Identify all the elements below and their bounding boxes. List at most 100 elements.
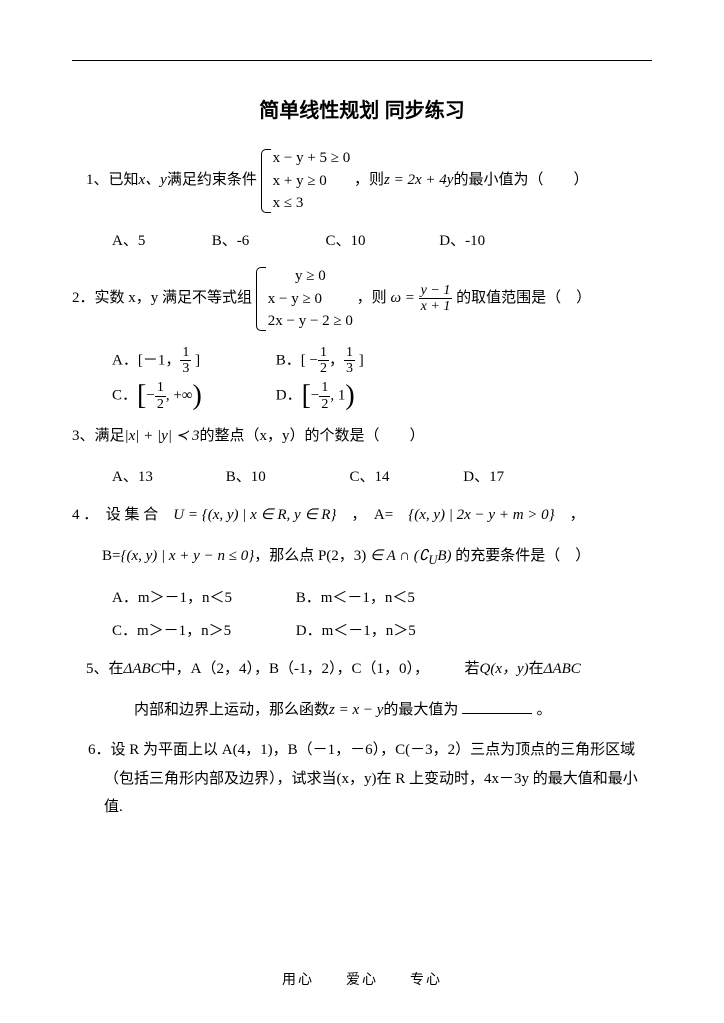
q2-b-mid: ， [329,352,344,368]
big-rparen2: ) [345,380,354,411]
q2-c-num: 1 [155,380,166,395]
q2-d-frac: 12 [319,380,330,412]
q2-frac-den: x + 1 [419,298,453,314]
q2-a-den: 3 [180,360,191,376]
q1-text1: 满足约束条件 [167,172,257,188]
q5-expr: z = x − y [329,702,383,718]
top-rule [72,60,652,61]
q4-l2a: B= [102,548,120,564]
q5-l2c: 。 [536,702,551,718]
q5-l1b: 中，A（2，4），B（-1，2），C（1，0）， [161,661,429,677]
q5-Q: Q(x，y) [480,661,529,677]
q4-l2b: ，那么点 P(2，3) [254,548,370,564]
q2-a-close: ] [191,352,200,368]
q2-b2-num: 1 [344,345,355,360]
q3-opt-b: B、10 [226,463,346,492]
question-3: 3、满足|x| + |y| ≺ 3的整点（x，y）的个数是（ ） [72,422,652,451]
q5-l1c: 若 [465,661,480,677]
q2-d-den: 2 [319,396,330,412]
q2-d-num: 1 [319,380,330,395]
q2-frac: y − 1 x + 1 [419,283,453,315]
q4-l1c: ， [555,507,585,523]
q2-options-row2: C．[−12, +∞) D．[−12, 1) [112,380,652,412]
big-rparen: ) [192,380,201,411]
answer-blank [462,713,532,714]
page: 简单线性规划 同步练习 1、已知x、y满足约束条件 x − y + 5 ≥ 0 … [0,0,724,1023]
q2-c-label: C． [112,388,137,404]
q2-system: y ≥ 0 x − y ≥ 0 2x − y − 2 ≥ 0 [256,265,353,333]
q2-b-frac2: 13 [344,345,355,377]
q2-omega: ω = [390,290,414,306]
q2-d-label: D． [276,388,302,404]
q3-b: 的整点（x，y）的个数是（ ） [200,428,425,444]
q2-text1: ，则 [357,290,387,306]
q2-opt-b: B．[ −12，13 ] [276,345,364,377]
q2-a-num: 1 [180,345,191,360]
q4-setB: {(x, y) | x + y − n ≤ 0} [120,548,254,564]
q1-opt-c: C、10 [326,227,436,256]
q4-options: A．m＞－1，n＜5 B．m＜－1，n＜5 C．m＞－1，n＞5 D．m＜－1，… [112,584,652,645]
question-6: 6．设 R 为平面上以 A(4，1)，B（－1，－6），C(－3，2）三点为顶点… [88,736,652,822]
q5-l2b: 的最大值为 [383,702,458,718]
question-4-line2: B={(x, y) | x + y − n ≤ 0}，那么点 P(2，3) ∈ … [102,542,652,573]
big-lbracket2: [ [302,380,311,411]
q5-l2a: 内部和边界上运动，那么函数 [134,702,329,718]
q2-a-label: A．[－1， [112,352,180,368]
q4-opt-a: A．m＞－1，n＜5 [112,584,292,613]
q2-sys-row2: x − y ≥ 0 [268,288,353,311]
q5-l1a: 5、在 [86,661,124,677]
q3-options: A、13 B、10 C、14 D、17 [112,463,652,492]
q2-text2: 的取值范围是（ ） [456,290,591,306]
q3-opt-a: A、13 [112,463,222,492]
q3-a: 3、满足 [72,428,125,444]
q2-opt-d: D．[−12, 1) [276,380,355,412]
question-4: 4 ． 设 集 合 U = {(x, y) | x ∈ R, y ∈ R} ， … [72,501,652,530]
q2-d-pre: − [311,388,319,404]
big-lbracket: [ [137,380,146,411]
q2-c-frac: 12 [155,380,166,412]
q1-sys-row1: x − y + 5 ≥ 0 [273,147,351,170]
q4-l1a: 4 ． 设 集 合 [72,507,173,523]
q2-options-row1: A．[－1，13 ] B．[ −12，13 ] [112,345,652,377]
q1-vars: x、y [139,172,167,188]
q2-lead: 2．实数 x，y 满足不等式组 [72,290,252,306]
q5-l1d: 在 [529,661,544,677]
q1-sys-row2: x + y ≥ 0 [273,170,351,193]
q6-text: 6．设 R 为平面上以 A(4，1)，B（－1，－6），C(－3，2）三点为顶点… [88,742,638,815]
q1-system: x − y + 5 ≥ 0 x + y ≥ 0 x ≤ 3 [261,147,351,215]
q2-c-pre: − [146,388,154,404]
question-5-line2: 内部和边界上运动，那么函数z = x − y的最大值为 。 [134,696,652,725]
q2-b1-num: 1 [318,345,329,360]
q2-a-frac: 13 [180,345,191,377]
question-5: 5、在ΔABC中，A（2，4），B（-1，2），C（1，0）， 若Q(x，y)在… [86,655,652,684]
q5-tri1: ΔABC [124,661,161,677]
page-title: 简单线性规划 同步练习 [72,94,652,123]
q1-lead: 1、已知 [86,172,139,188]
q2-b-label: B．[ − [276,352,318,368]
q1-options: A、5 B、-6 C、10 D、-10 [112,227,652,256]
q4-setU: U = {(x, y) | x ∈ R, y ∈ R} [173,507,336,523]
q2-d-post: , 1 [330,388,345,404]
q2-opt-c: C．[−12, +∞) [112,380,272,412]
q2-frac-num: y − 1 [419,283,453,298]
q2-sys-row3: 2x − y − 2 ≥ 0 [268,310,353,333]
q4-in: ∈ A ∩ (∁ [370,548,428,564]
question-1: 1、已知x、y满足约束条件 x − y + 5 ≥ 0 x + y ≥ 0 x … [86,147,652,215]
q4-in2: B) [437,548,451,564]
q3-opt-d: D、17 [463,463,504,492]
q4-setA: {(x, y) | 2x − y + m > 0} [408,507,554,523]
q3-opt-c: C、14 [350,463,460,492]
q2-b2-den: 3 [344,360,355,376]
q1-expr: z = 2x + 4y [384,172,453,188]
q3-expr: |x| + |y| ≺ 3 [125,428,200,444]
q4-l2c: 的充要条件是（ ） [452,548,591,564]
q1-opt-d: D、-10 [439,227,485,256]
q1-opt-b: B、-6 [212,227,322,256]
q1-sys-row3: x ≤ 3 [273,192,351,215]
q4-l1b: ， A= [336,507,408,523]
q1-opt-a: A、5 [112,227,208,256]
q5-tri2: ΔABC [544,661,581,677]
q2-b1-den: 2 [318,360,329,376]
q4-opt-c: C．m＞－1，n＞5 [112,617,292,646]
q4-opt-d: D．m＜－1，n＞5 [296,617,416,646]
